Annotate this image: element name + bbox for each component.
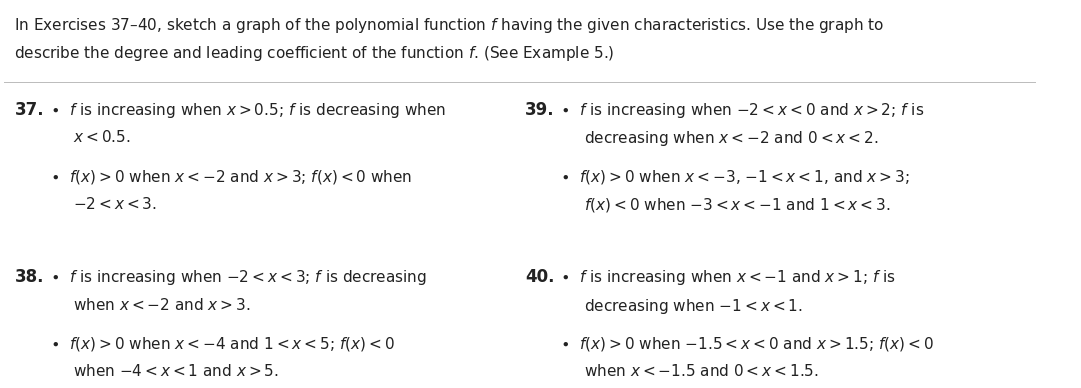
Text: 38.: 38. (14, 268, 44, 286)
Text: $f(x) < 0$ when $-3 < x < -1$ and $1 < x < 3$.: $f(x) < 0$ when $-3 < x < -1$ and $1 < x… (584, 196, 891, 215)
Text: when $x < -2$ and $x > 3$.: when $x < -2$ and $x > 3$. (74, 296, 251, 312)
Text: decreasing when $x < -2$ and $0 < x < 2$.: decreasing when $x < -2$ and $0 < x < 2$… (584, 130, 879, 149)
Text: 37.: 37. (14, 101, 44, 119)
Text: when $x < -1.5$ and $0 < x < 1.5$.: when $x < -1.5$ and $0 < x < 1.5$. (584, 364, 819, 379)
Text: 40.: 40. (525, 268, 555, 286)
Text: $\bullet$  $f(x) > 0$ when $x < -4$ and $1 < x < 5$; $f(x) < 0$: $\bullet$ $f(x) > 0$ when $x < -4$ and $… (50, 335, 395, 353)
Text: $\bullet$  $f(x) > 0$ when $x < -2$ and $x > 3$; $f(x) < 0$ when: $\bullet$ $f(x) > 0$ when $x < -2$ and $… (50, 168, 412, 186)
Text: describe the degree and leading coefficient of the function $f$. (See Example 5.: describe the degree and leading coeffici… (14, 44, 615, 63)
Text: $\bullet$  $f(x) > 0$ when $x < -3$, $-1 < x < 1$, and $x > 3$;: $\bullet$ $f(x) > 0$ when $x < -3$, $-1 … (560, 168, 910, 186)
Text: decreasing when $-1 < x < 1$.: decreasing when $-1 < x < 1$. (584, 296, 803, 315)
Text: $\bullet$  $f$ is increasing when $x < -1$ and $x > 1$; $f$ is: $\bullet$ $f$ is increasing when $x < -1… (560, 268, 896, 287)
Text: $-2 < x < 3$.: $-2 < x < 3$. (74, 196, 157, 212)
Text: $x < 0.5$.: $x < 0.5$. (74, 130, 131, 146)
Text: $\bullet$  $f$ is increasing when $-2 < x < 0$ and $x > 2$; $f$ is: $\bullet$ $f$ is increasing when $-2 < x… (560, 101, 924, 120)
Text: when $-4 < x < 1$ and $x > 5$.: when $-4 < x < 1$ and $x > 5$. (74, 364, 279, 379)
Text: 39.: 39. (525, 101, 555, 119)
Text: $\bullet$  $f$ is increasing when $-2 < x < 3$; $f$ is decreasing: $\bullet$ $f$ is increasing when $-2 < x… (50, 268, 426, 287)
Text: In Exercises 37–40, sketch a graph of the polynomial function $f$ having the giv: In Exercises 37–40, sketch a graph of th… (14, 16, 884, 35)
Text: $\bullet$  $f(x) > 0$ when $-1.5 < x < 0$ and $x > 1.5$; $f(x) < 0$: $\bullet$ $f(x) > 0$ when $-1.5 < x < 0$… (560, 335, 934, 353)
Text: $\bullet$  $f$ is increasing when $x > 0.5$; $f$ is decreasing when: $\bullet$ $f$ is increasing when $x > 0.… (50, 101, 445, 120)
